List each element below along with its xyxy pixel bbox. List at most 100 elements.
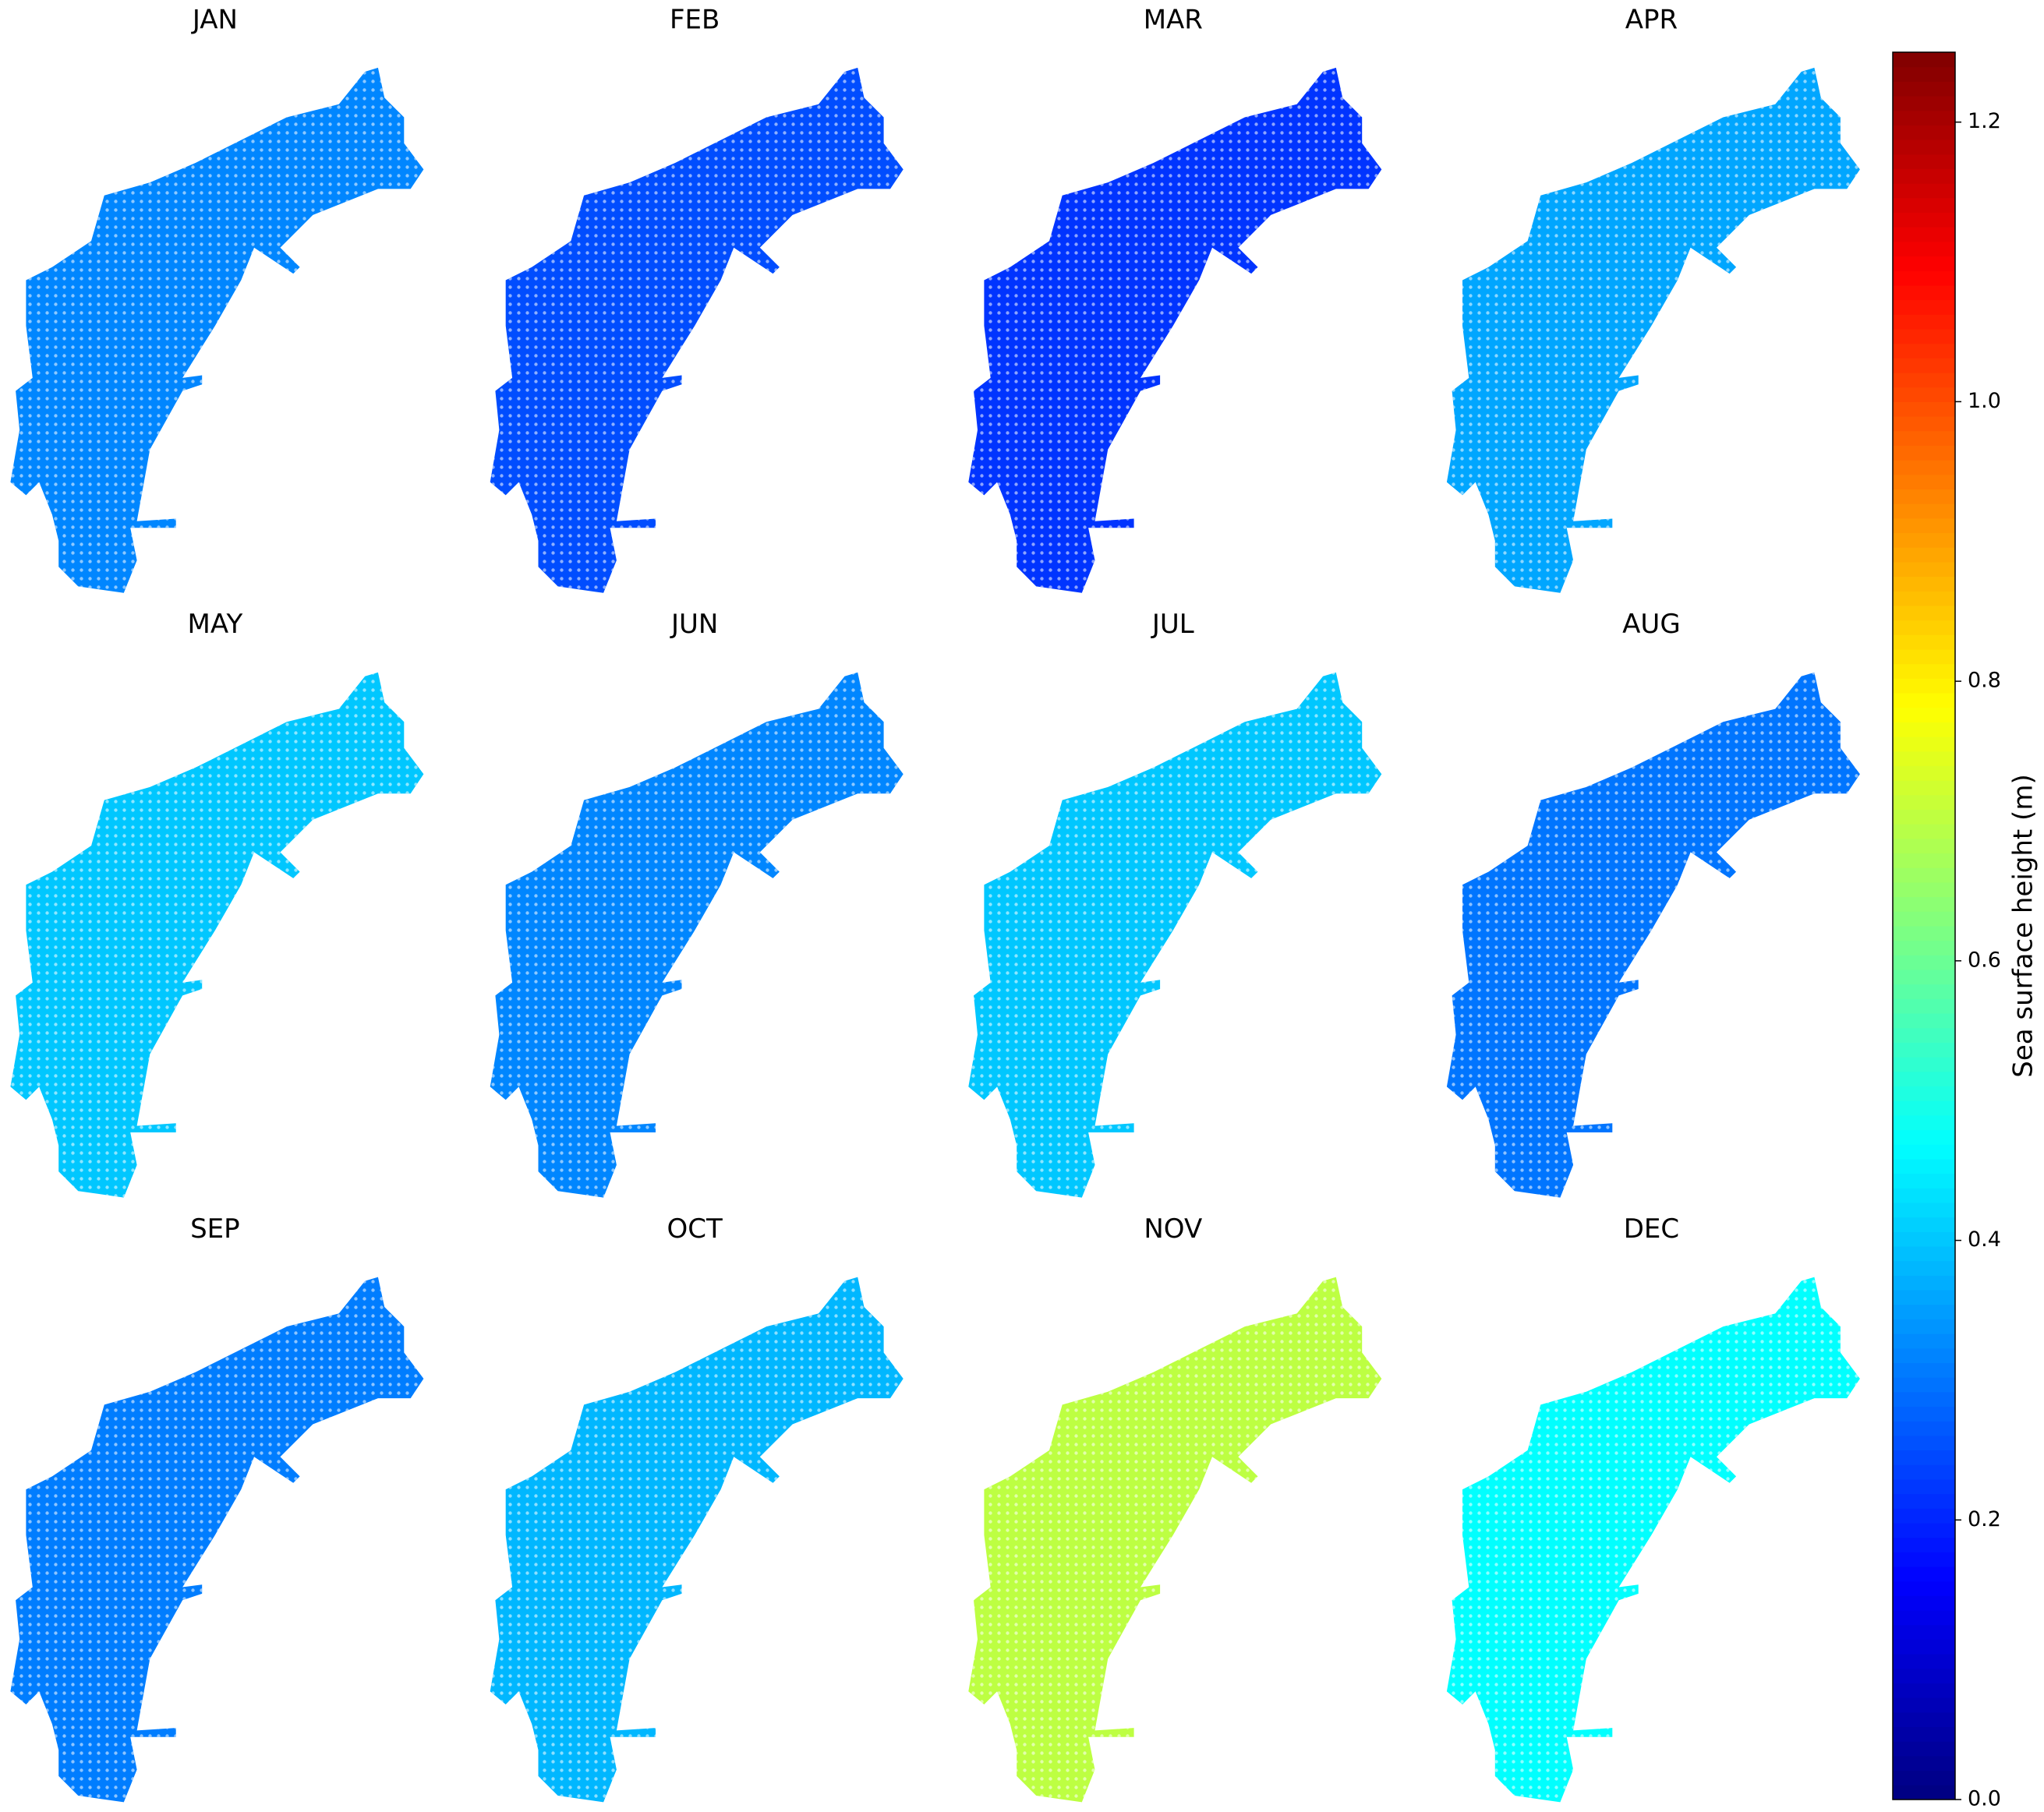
colorbar-segment (1893, 1231, 1955, 1247)
panel-title: DEC (1624, 1213, 1679, 1245)
colorbar-segment (1893, 867, 1955, 883)
colorbar-segment (1893, 430, 1955, 446)
colorbar-segment (1893, 1333, 1955, 1349)
colorbar-segment (1893, 1508, 1955, 1524)
colorbar-segment (1893, 1785, 1955, 1800)
map-texture (968, 673, 1381, 1198)
colorbar-segment (1893, 547, 1955, 563)
colorbar-segment (1893, 1042, 1955, 1058)
map-texture (10, 1277, 423, 1803)
colorbar-segment (1893, 1188, 1955, 1203)
map-texture (10, 673, 423, 1198)
panel-title: JAN (191, 4, 238, 35)
colorbar-tick-label: 1.2 (1968, 109, 2001, 133)
colorbar-segment (1893, 154, 1955, 169)
map-texture (1447, 68, 1860, 593)
colorbar-segment (1893, 212, 1955, 228)
colorbar-segment (1893, 284, 1955, 300)
colorbar-segment (1893, 1057, 1955, 1072)
colorbar-segment (1893, 1464, 1955, 1480)
colorbar-segment (1893, 373, 1955, 388)
map-texture (1447, 1277, 1860, 1803)
colorbar-segment (1893, 896, 1955, 912)
colorbar-segment (1893, 387, 1955, 402)
colorbar-segment (1893, 256, 1955, 271)
colorbar-segment (1893, 416, 1955, 432)
colorbar-segment (1893, 838, 1955, 853)
colorbar-segment (1893, 678, 1955, 694)
colorbar-segment (1893, 1595, 1955, 1611)
colorbar-segment (1893, 911, 1955, 927)
colorbar-segment (1893, 1624, 1955, 1640)
colorbar-segment (1893, 1523, 1955, 1538)
colorbar-segment (1893, 1639, 1955, 1655)
panel-title: APR (1625, 4, 1678, 35)
colorbar-segment (1893, 1348, 1955, 1363)
panel-title: FEB (670, 4, 720, 35)
colorbar-segment (1893, 722, 1955, 737)
colorbar-segment (1893, 343, 1955, 359)
colorbar-segment (1893, 1610, 1955, 1626)
colorbar-segment (1893, 1668, 1955, 1683)
colorbar-segment (1893, 1144, 1955, 1160)
colorbar-segment (1893, 940, 1955, 955)
colorbar-segment (1893, 663, 1955, 679)
colorbar-tick-label: 0.2 (1968, 1507, 2001, 1531)
colorbar-segment (1893, 1537, 1955, 1552)
colorbar-segment (1893, 1421, 1955, 1436)
colorbar-segment (1893, 984, 1955, 999)
colorbar-segment (1893, 1741, 1955, 1757)
colorbar-tick-label: 1.0 (1968, 389, 2001, 413)
colorbar-segment (1893, 1654, 1955, 1669)
colorbar-segment (1893, 634, 1955, 650)
colorbar-segment (1893, 1450, 1955, 1465)
colorbar-segment (1893, 576, 1955, 592)
colorbar-segment (1893, 881, 1955, 897)
panel-title: JUN (670, 609, 718, 640)
page: {"chart_data": {"type": "map", "categori… (0, 0, 2044, 1812)
colorbar-segment (1893, 270, 1955, 286)
colorbar-segment (1893, 561, 1955, 577)
colorbar-segment (1893, 1711, 1955, 1727)
colorbar-segment (1893, 328, 1955, 344)
colorbar-segment (1893, 824, 1955, 839)
colorbar-segment (1893, 605, 1955, 620)
colorbar-segment (1893, 955, 1955, 970)
colorbar-segment (1893, 1290, 1955, 1305)
colorbar-segment (1893, 1086, 1955, 1101)
colorbar-segment (1893, 649, 1955, 665)
colorbar-segment (1893, 489, 1955, 504)
colorbar-segment (1893, 809, 1955, 825)
colorbar-segment (1893, 620, 1955, 635)
colorbar-segment (1893, 168, 1955, 184)
colorbar-segment (1893, 1406, 1955, 1422)
colorbar-segment (1893, 1304, 1955, 1319)
panel-title: JUL (1151, 609, 1194, 640)
colorbar-segment (1893, 299, 1955, 315)
colorbar-segment (1893, 1683, 1955, 1698)
colorbar-segment (1893, 765, 1955, 781)
colorbar-segment (1893, 926, 1955, 941)
colorbar-segment (1893, 401, 1955, 417)
colorbar-segment (1893, 1246, 1955, 1262)
colorbar-segment (1893, 1697, 1955, 1713)
colorbar-segment (1893, 1129, 1955, 1145)
colorbar-segment (1893, 1391, 1955, 1407)
colorbar-segment (1893, 445, 1955, 461)
colorbar-segment (1893, 780, 1955, 796)
colorbar-segment (1893, 1581, 1955, 1596)
colorbar-segment (1893, 1275, 1955, 1291)
panel-title: MAY (188, 609, 243, 640)
colorbar-segment (1893, 1755, 1955, 1771)
colorbar-label: Sea surface height (m) (2008, 774, 2039, 1077)
colorbar-segment (1893, 532, 1955, 548)
colorbar-segment (1893, 736, 1955, 752)
colorbar-segment (1893, 197, 1955, 213)
panel-title: OCT (667, 1213, 723, 1245)
colorbar-segment (1893, 1319, 1955, 1334)
colorbar-segment (1893, 227, 1955, 242)
colorbar-segment (1893, 853, 1955, 868)
colorbar-segment (1893, 125, 1955, 140)
colorbar-tick-label: 0.6 (1968, 948, 2001, 972)
colorbar-segment (1893, 183, 1955, 199)
